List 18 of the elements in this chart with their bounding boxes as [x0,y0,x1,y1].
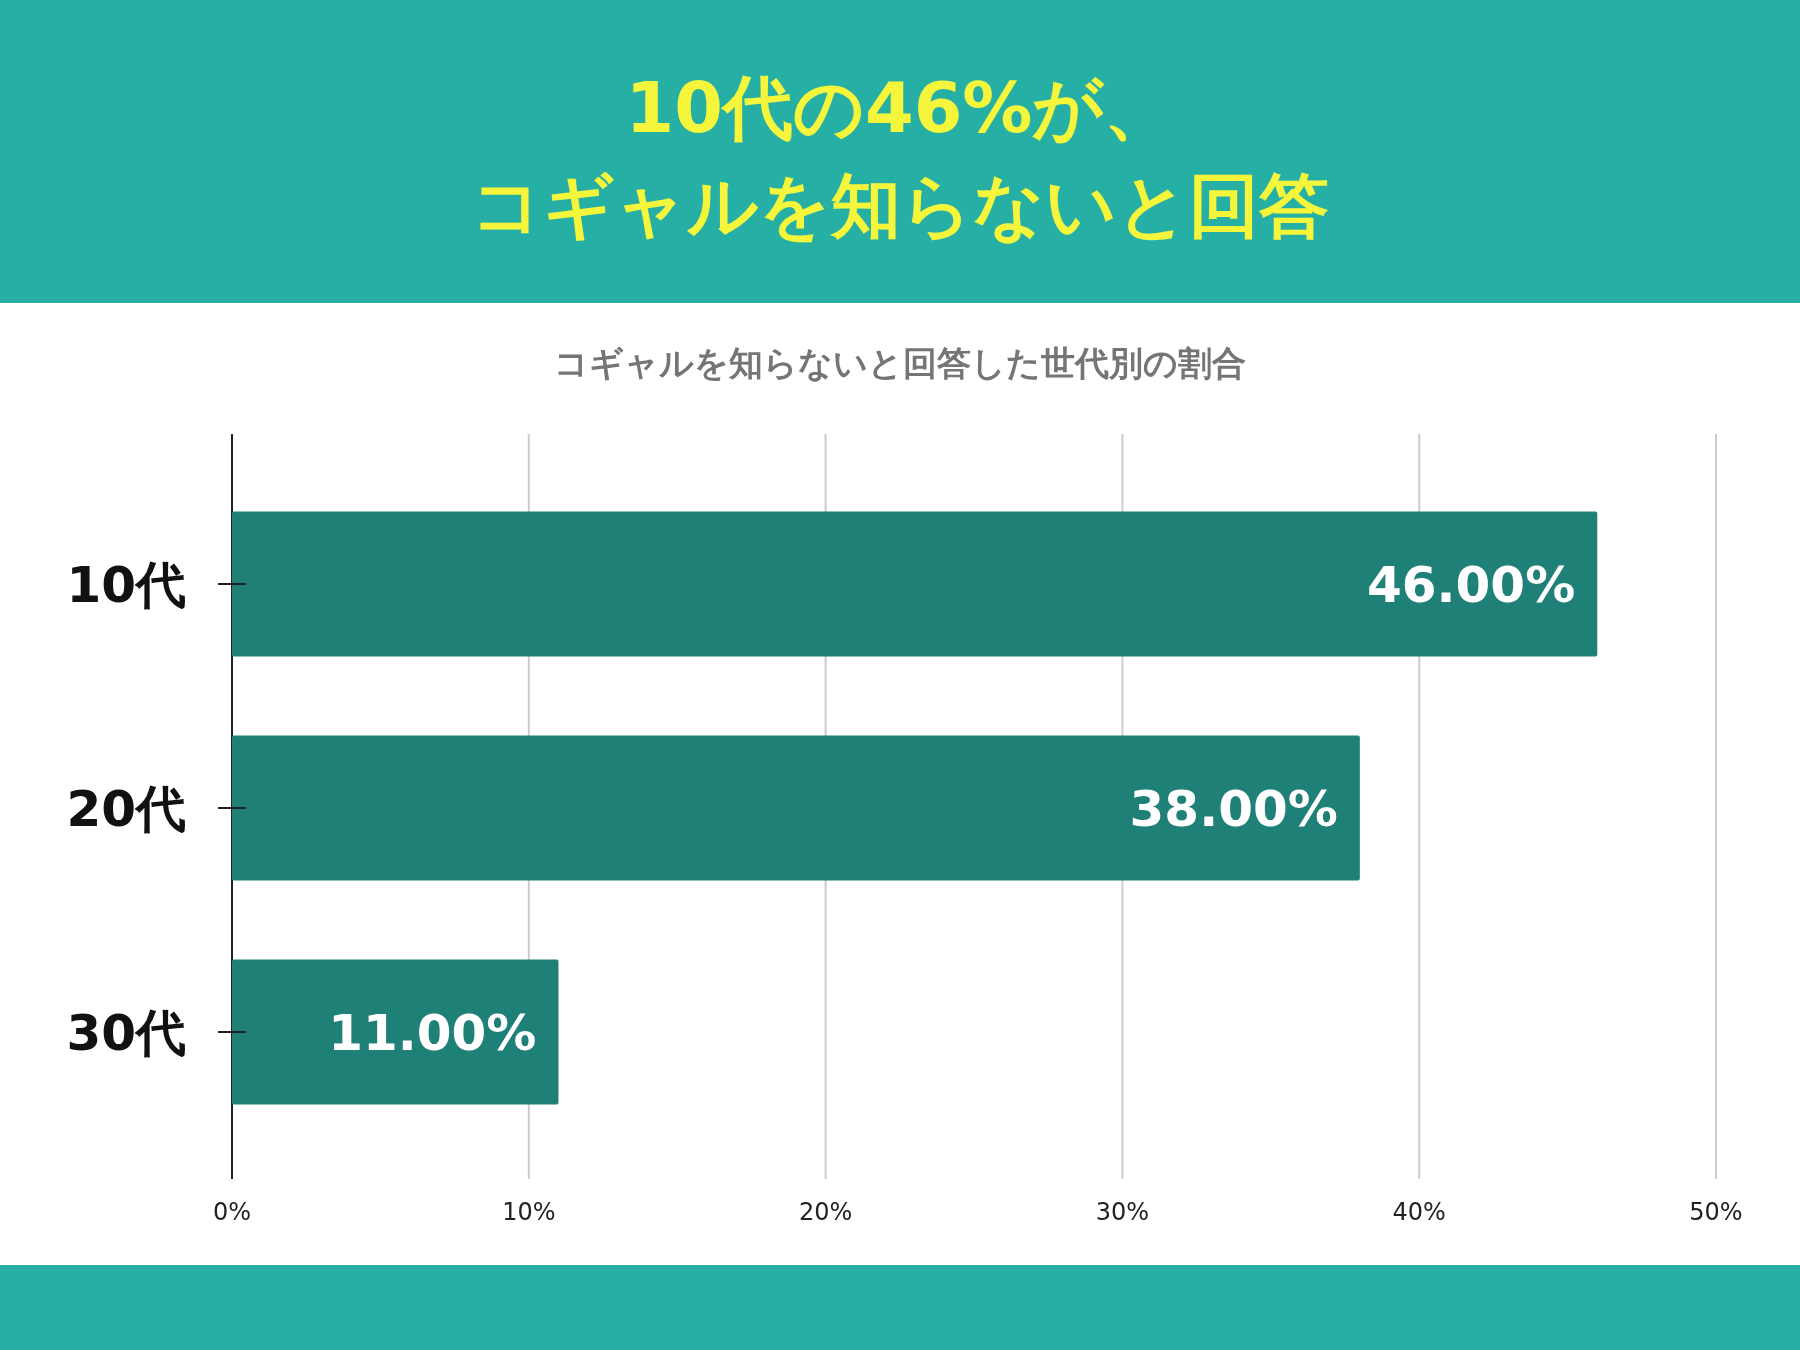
x-tick-label: 40% [1392,1198,1446,1226]
y-tick-label: 30代 [66,1004,186,1062]
y-tick-label: 10代 [66,556,186,614]
x-tick-label: 50% [1689,1198,1743,1226]
text: コギャルを知らないと回答した世代別の割合 [554,343,1246,383]
x-tick-label: 0% [212,1198,252,1226]
bar [232,959,559,1105]
chart-subtitle: コギャルを知らないと回答 [471,165,1329,247]
y-tick-label: 20代 [66,780,186,838]
data-label: 38.00% [1129,780,1338,838]
bar [232,511,1598,657]
bar [232,735,1360,881]
chart-title: 10代の46%が、 [625,67,1175,149]
x-tick-label: 10% [502,1198,556,1226]
data-label: 46.00% [1367,556,1576,614]
x-tick-label: 30% [1095,1198,1150,1226]
data-label: 11.00% [328,1004,537,1062]
x-tick-label: 20% [798,1198,853,1226]
